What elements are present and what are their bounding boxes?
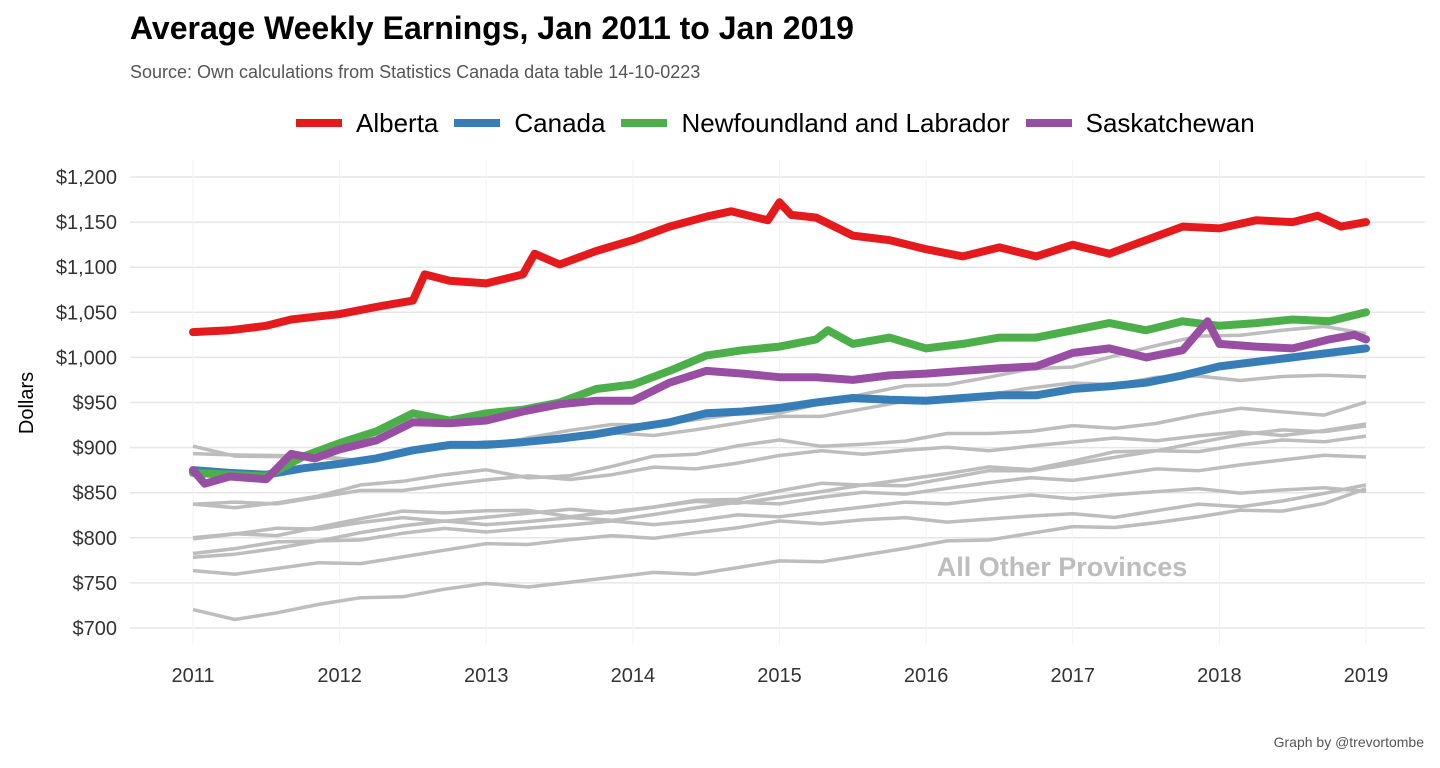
legend-label-canada: Canada [514,107,606,138]
x-tick-label: 2019 [1344,665,1389,687]
other-province-line [192,453,1367,556]
legend-key-alberta [296,119,342,127]
x-tick-label: 2011 [171,665,214,687]
legend: Alberta Canada Newfoundland and Labrador… [296,106,1271,140]
series-line-alberta [189,198,1370,337]
y-tick-label: $850 [73,483,118,505]
legend-item-alberta: Alberta [296,108,438,139]
other-province-line [192,422,1367,506]
legend-label-saskatchewan: Saskatchewan [1085,107,1255,138]
y-tick-label: $1,000 [56,347,117,369]
series-line-canada [189,344,1370,479]
gridlines [130,160,1425,645]
y-tick-label: $1,050 [56,302,117,324]
y-tick-label: $750 [73,573,118,595]
legend-key-saskatchewan [1025,119,1072,127]
legend-item-newfoundland: Newfoundland and Labrador [621,107,1010,139]
x-axis-ticks: 2011 2012 2013 2014 2015 2016 2017 2018 2019 [171,665,1388,687]
x-tick-label: 2016 [904,665,949,687]
y-tick-label: $1,150 [56,212,117,234]
y-tick-label: $1,200 [56,167,117,189]
chart-title: Average Weekly Earnings, Jan 2011 to Jan… [130,10,854,46]
other-province-line [192,434,1367,541]
other-province-line [192,483,1367,576]
y-axis-ticks: $700 $750 $800 $850 $900 $950 $1,000 $1,050 $1,1… [56,167,117,640]
highlighted-series-lines [189,198,1370,488]
legend-label-alberta: Alberta [356,107,439,138]
x-tick-label: 2015 [757,665,802,687]
x-tick-label: 2012 [317,665,362,687]
x-tick-label: 2018 [1197,665,1242,687]
other-province-line [192,400,1367,510]
legend-item-canada: Canada [454,108,605,139]
other-province-line [192,424,1367,540]
graph-credit: Graph by @trevortombe [1273,734,1424,750]
series-line-saskatchewan [189,317,1370,488]
y-tick-label: $950 [73,393,118,415]
x-tick-label: 2013 [464,665,509,687]
x-tick-label: 2017 [1051,665,1096,687]
series-line-newfoundland-and-labrador [189,308,1370,481]
y-tick-label: $900 [73,438,118,460]
chart-subtitle: Source: Own calculations from Statistics… [130,62,701,82]
y-tick-label: $700 [73,618,118,640]
y-axis-label: Dollars [16,372,38,434]
legend-key-newfoundland [621,119,668,127]
legend-label-newfoundland: Newfoundland and Labrador [681,107,1010,138]
legend-key-canada [454,119,501,127]
other-provinces-annotation: All Other Provinces [937,552,1188,582]
y-tick-label: $1,100 [56,257,117,279]
other-province-line [192,487,1367,622]
other-province-line [192,486,1367,560]
legend-item-saskatchewan: Saskatchewan [1025,107,1255,139]
y-tick-label: $800 [73,528,118,550]
x-tick-label: 2014 [611,665,656,687]
